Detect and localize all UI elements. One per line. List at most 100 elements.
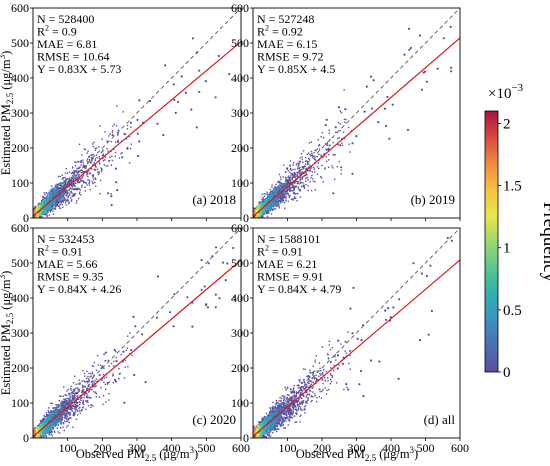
scatter-point bbox=[75, 170, 77, 172]
scatter-point bbox=[33, 221, 34, 222]
scatter-point bbox=[294, 196, 296, 198]
scatter-point-dense bbox=[257, 204, 260, 207]
scatter-point bbox=[32, 220, 33, 221]
scatter-point-dense bbox=[280, 193, 283, 197]
scatter-point bbox=[282, 193, 284, 196]
scatter-point bbox=[48, 209, 51, 211]
scatter-point bbox=[92, 176, 94, 178]
scatter-point bbox=[283, 194, 285, 196]
scatter-point bbox=[286, 181, 288, 183]
scatter-point bbox=[69, 187, 71, 189]
outlier-point bbox=[184, 91, 187, 94]
scatter-point bbox=[327, 166, 330, 168]
scatter-point bbox=[68, 201, 70, 203]
scatter-point bbox=[102, 153, 105, 155]
scatter-point bbox=[92, 178, 95, 181]
scatter-point bbox=[294, 182, 296, 184]
scatter-point bbox=[289, 160, 292, 162]
scatter-point bbox=[62, 200, 65, 202]
scatter-point bbox=[76, 200, 78, 202]
scatter-point bbox=[288, 181, 290, 184]
scatter-point bbox=[293, 174, 295, 176]
scatter-point bbox=[292, 185, 294, 187]
scatter-point bbox=[88, 170, 90, 172]
scatter-point bbox=[101, 168, 103, 170]
scatter-point bbox=[33, 221, 34, 222]
scatter-point bbox=[271, 186, 273, 188]
scatter-point bbox=[93, 161, 95, 164]
scatter-point bbox=[65, 184, 67, 186]
scatter-point-dense bbox=[266, 193, 269, 196]
scatter-point bbox=[290, 175, 292, 177]
scatter-point bbox=[94, 169, 97, 171]
outlier-point bbox=[136, 132, 139, 135]
scatter-point bbox=[63, 187, 65, 189]
scatter-point bbox=[63, 193, 65, 195]
scatter-point bbox=[278, 199, 280, 202]
scatter-point bbox=[40, 216, 42, 218]
scatter-point bbox=[91, 154, 93, 156]
scatter-point bbox=[317, 162, 319, 164]
scatter-point bbox=[318, 145, 320, 147]
scatter-point bbox=[289, 179, 292, 181]
scatter-point bbox=[92, 157, 94, 160]
scatter-point bbox=[34, 218, 35, 219]
outlier-point bbox=[124, 133, 127, 136]
scatter-point bbox=[311, 154, 314, 156]
scatter-point bbox=[57, 202, 59, 204]
scatter-point bbox=[317, 139, 319, 141]
scatter-point bbox=[89, 162, 92, 164]
scatter-point bbox=[277, 189, 280, 192]
scatter-point bbox=[49, 211, 52, 213]
scatter-point bbox=[73, 188, 75, 191]
scatter-point bbox=[35, 206, 37, 208]
scatter-point bbox=[286, 189, 288, 191]
scatter-point bbox=[112, 125, 114, 127]
scatter-point bbox=[80, 180, 82, 182]
scatter-point bbox=[289, 168, 292, 171]
scatter-point bbox=[70, 178, 73, 180]
scatter-point-dense bbox=[59, 200, 63, 203]
scatter-point bbox=[286, 178, 288, 181]
scatter-point bbox=[80, 164, 83, 166]
scatter-point bbox=[34, 220, 35, 221]
scatter-point bbox=[61, 203, 63, 206]
scatter-point bbox=[294, 185, 296, 188]
outlier-point bbox=[198, 90, 201, 93]
scatter-point bbox=[90, 168, 93, 170]
scatter-point bbox=[286, 182, 288, 185]
scatter-point bbox=[294, 172, 296, 174]
outlier-point bbox=[116, 188, 119, 192]
scatter-point bbox=[301, 158, 303, 161]
scatter-point bbox=[297, 187, 300, 190]
scatter-point bbox=[310, 189, 313, 192]
scatter-point bbox=[314, 149, 316, 152]
scatter-point-dense bbox=[53, 190, 56, 194]
scatter-point bbox=[343, 89, 345, 91]
scatter-point bbox=[261, 214, 263, 216]
scatter-point bbox=[38, 216, 40, 218]
y-tick-label: 400 bbox=[11, 71, 29, 85]
outlier-point bbox=[148, 99, 152, 103]
scatter-point bbox=[117, 132, 119, 134]
scatter-point bbox=[299, 196, 302, 198]
scatter-point bbox=[302, 182, 304, 184]
scatter-point bbox=[80, 171, 83, 174]
scatter-point bbox=[63, 181, 65, 184]
scatter-point bbox=[77, 179, 79, 181]
scatter-point bbox=[314, 156, 316, 158]
scatter-point bbox=[294, 193, 296, 195]
scatter-point bbox=[262, 196, 264, 199]
scatter-point bbox=[307, 179, 309, 181]
scatter-point bbox=[301, 166, 303, 168]
scatter-point bbox=[67, 178, 70, 180]
scatter-cloud bbox=[32, 37, 231, 222]
scatter-point bbox=[259, 220, 260, 221]
scatter-point bbox=[59, 207, 62, 210]
scatter-point bbox=[300, 181, 302, 184]
scatter-point bbox=[275, 183, 277, 186]
scatter-point bbox=[266, 212, 268, 214]
outlier-point bbox=[198, 69, 201, 72]
scatter-point bbox=[114, 151, 117, 154]
